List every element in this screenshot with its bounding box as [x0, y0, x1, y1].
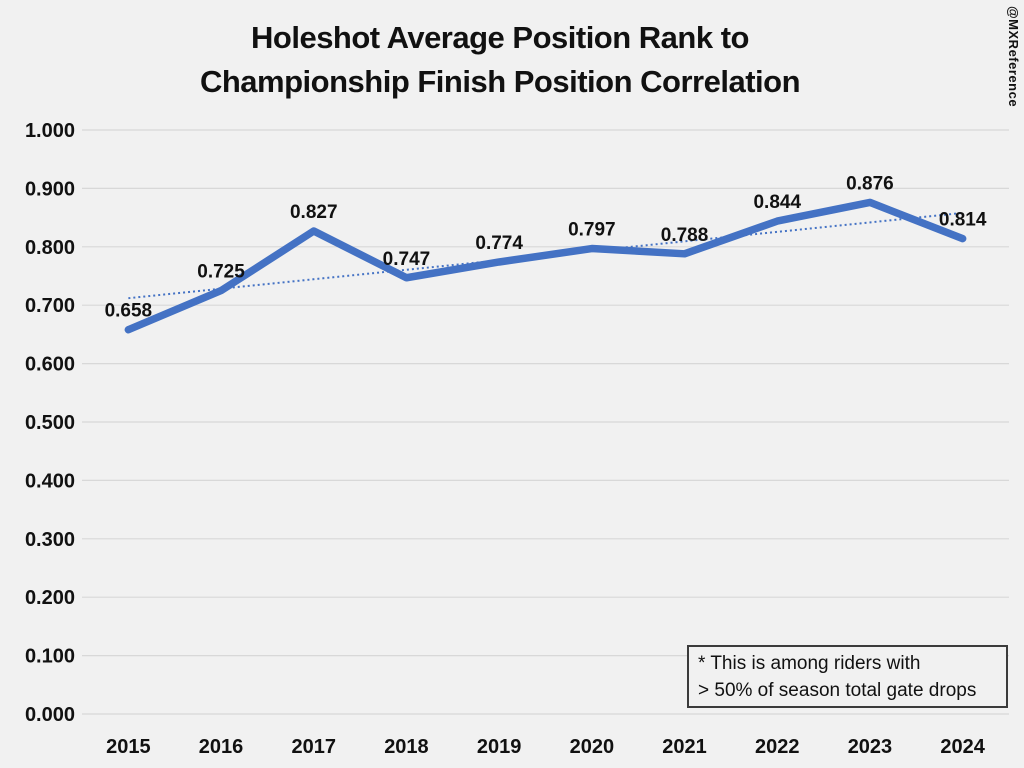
watermark-text: @MXReference [1006, 6, 1021, 108]
y-axis-tick-label: 0.400 [25, 470, 75, 492]
chart-title-line2: Championship Finish Position Correlation [199, 64, 801, 99]
x-axis-tick-label: 2015 [106, 736, 151, 758]
data-series-line [124, 198, 967, 334]
x-axis-tick-label: 2020 [570, 736, 615, 758]
x-axis-tick-label: 2021 [662, 736, 707, 758]
data-point-label: 0.747 [383, 249, 431, 270]
y-axis-tick-label: 0.700 [25, 295, 75, 317]
x-axis-tick-label: 2017 [292, 736, 337, 758]
y-axis-tick-label: 0.900 [25, 178, 75, 200]
x-axis-tick-label: 2019 [477, 736, 522, 758]
y-axis-tick-label: 0.500 [25, 412, 75, 434]
y-axis-tick-label: 0.100 [25, 646, 75, 668]
data-point-label: 0.827 [290, 202, 338, 223]
data-point-label: 0.658 [105, 301, 153, 322]
data-point-label: 0.725 [197, 262, 245, 283]
x-axis-tick-label: 2023 [848, 736, 893, 758]
y-axis-tick-label: 0.000 [25, 704, 75, 726]
data-point-label: 0.774 [475, 233, 523, 254]
y-axis-tick-label: 0.200 [25, 587, 75, 609]
data-point-label: 0.797 [568, 220, 616, 241]
data-point-label: 0.788 [661, 225, 709, 246]
x-axis-tick-label: 2016 [199, 736, 244, 758]
y-axis-tick-label: 1.000 [25, 120, 75, 142]
y-axis-tick-label: 0.600 [25, 354, 75, 376]
x-axis-tick-label: 2024 [940, 736, 985, 758]
x-axis-tick-label: 2018 [384, 736, 429, 758]
y-axis-tick-label: 0.800 [25, 237, 75, 259]
data-point-label: 0.844 [753, 192, 801, 213]
x-axis-tick-label: 2022 [755, 736, 800, 758]
chart-title-line1: Holeshot Average Position Rank to [251, 20, 749, 55]
data-point-label: 0.876 [846, 173, 894, 194]
data-point-label: 0.814 [939, 210, 987, 231]
annotation-line2: > 50% of season total gate drops [698, 680, 977, 701]
chart-title: Holeshot Average Position Rank to Champi… [0, 16, 1000, 104]
annotation-line1: * This is among riders with [698, 653, 921, 674]
annotation-box: * This is among riders with > 50% of sea… [687, 645, 1008, 708]
y-axis-tick-label: 0.300 [25, 529, 75, 551]
